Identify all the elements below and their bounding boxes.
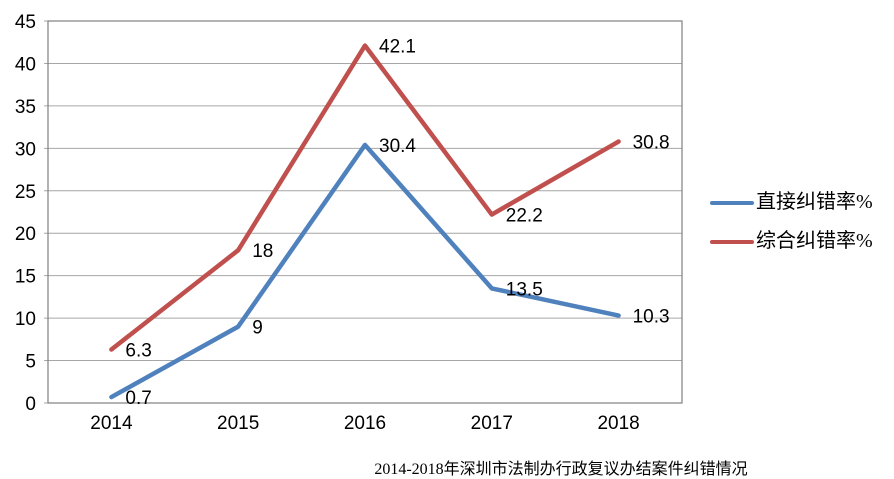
y-tick-label: 25 [15, 182, 36, 203]
legend-line-swatch-blue [710, 200, 754, 205]
data-label: 42.1 [379, 37, 416, 58]
data-label: 9 [252, 318, 263, 339]
data-label: 18 [252, 241, 273, 262]
data-label: 6.3 [125, 341, 151, 362]
data-label: 30.8 [633, 133, 670, 154]
x-category-label: 2015 [217, 413, 259, 434]
y-tick-label: 30 [15, 139, 36, 160]
plot-border [47, 20, 683, 404]
data-label: 22.2 [506, 206, 543, 227]
y-tick-label: 40 [15, 54, 36, 75]
data-label: 10.3 [633, 307, 670, 328]
y-tick-label: 35 [15, 97, 36, 118]
series-line-0 [109, 142, 621, 400]
y-tick-label: 0 [25, 394, 36, 415]
x-category-label: 2014 [90, 413, 133, 434]
x-category-label: 2017 [471, 413, 513, 434]
chart-title: 2014-2018年深圳市法制办行政复议办结案件纠错情况 [374, 461, 748, 478]
legend: 直接纠错率% 综合纠错率% [710, 192, 873, 252]
legend-label: 直接纠错率% [756, 191, 873, 213]
legend-label: 综合纠错率% [756, 230, 873, 252]
legend-item-series-1: 综合纠错率% [710, 231, 873, 252]
y-tick-label: 10 [15, 309, 36, 330]
series-line-1 [109, 43, 621, 352]
x-category-label: 2018 [597, 413, 639, 434]
data-label: 0.7 [125, 388, 151, 409]
y-tick-label: 15 [15, 267, 36, 288]
data-label: 30.4 [379, 136, 416, 157]
y-tick-label: 5 [25, 352, 36, 373]
data-label: 13.5 [506, 279, 543, 300]
y-tick-label: 20 [15, 224, 36, 245]
legend-line-swatch-red [710, 239, 754, 244]
legend-item-series-0: 直接纠错率% [710, 192, 873, 213]
y-tick-label: 45 [15, 12, 36, 33]
x-category-label: 2016 [344, 413, 386, 434]
